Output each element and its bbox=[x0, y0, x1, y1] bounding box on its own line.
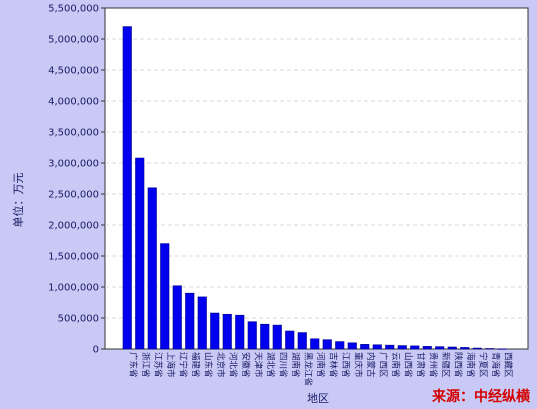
bar bbox=[135, 157, 145, 350]
bar bbox=[235, 314, 245, 350]
bar bbox=[447, 346, 457, 350]
x-tick-label: 贵州省 bbox=[427, 352, 438, 378]
y-tick-label: 5,000,000 bbox=[48, 35, 99, 46]
x-tick-label: 上海市 bbox=[165, 352, 176, 378]
x-axis-tick-labels: 广东省 浙江省 江苏省 上海市 辽宁省 福建省 山东省 北京市 河北省 安徽省 天津市 湖北省 四川省湖… bbox=[127, 352, 513, 387]
bar bbox=[210, 312, 220, 350]
x-tick-label: 云南省 bbox=[390, 352, 401, 378]
grid-lines bbox=[105, 38, 528, 319]
x-tick-label: 江苏省 bbox=[152, 352, 163, 378]
bar bbox=[497, 348, 507, 350]
x-tick-label: 陕西省 bbox=[452, 352, 463, 378]
x-tick-label: 青海省 bbox=[490, 352, 501, 378]
y-tick-label: 3,500,000 bbox=[48, 128, 99, 139]
x-tick-label: 广西区 bbox=[377, 352, 388, 378]
bar bbox=[272, 324, 282, 350]
x-tick-label: 四川省 bbox=[277, 352, 288, 378]
y-axis-label: 单位：万元 bbox=[11, 173, 25, 228]
bar bbox=[222, 313, 232, 350]
x-tick-label: 北京市 bbox=[215, 352, 226, 378]
x-tick-label: 福建省 bbox=[190, 352, 201, 378]
bar bbox=[460, 347, 470, 350]
y-tick-label: 2,000,000 bbox=[48, 221, 99, 232]
bar bbox=[160, 243, 170, 350]
bar bbox=[360, 344, 370, 350]
bar bbox=[485, 348, 495, 350]
bar bbox=[197, 296, 207, 350]
x-tick-label: 内蒙古 bbox=[365, 352, 376, 378]
y-tick-label: 1,500,000 bbox=[48, 252, 99, 263]
y-tick-label: 2,500,000 bbox=[48, 190, 99, 201]
x-tick-label: 海南省 bbox=[465, 352, 476, 378]
x-tick-label: 山东省 bbox=[202, 352, 213, 378]
bar bbox=[185, 292, 195, 350]
y-tick-label: 4,500,000 bbox=[48, 66, 99, 77]
bar bbox=[397, 345, 407, 350]
y-tick-label: 500,000 bbox=[58, 314, 99, 325]
x-axis-label: 地区 bbox=[307, 392, 329, 405]
x-tick-label: 湖南省 bbox=[290, 352, 301, 378]
y-tick-label: 1,000,000 bbox=[48, 283, 99, 294]
bar bbox=[260, 323, 270, 350]
y-tick-label: 5,500,000 bbox=[48, 4, 99, 15]
bar bbox=[297, 332, 307, 350]
bar bbox=[122, 26, 132, 350]
x-tick-label: 西藏区 bbox=[502, 352, 513, 378]
bar bbox=[335, 341, 345, 350]
source-label: 来源：中经纵横 bbox=[431, 388, 531, 405]
x-tick-label: 辽宁省 bbox=[177, 352, 188, 378]
x-tick-label: 山西省 bbox=[402, 352, 413, 378]
x-tick-label: 甘肃省 bbox=[415, 352, 426, 378]
bar bbox=[322, 339, 332, 350]
y-tick-label: 0 bbox=[93, 345, 99, 356]
y-tick-label: 4,000,000 bbox=[48, 97, 99, 108]
x-tick-label: 河北省 bbox=[227, 352, 238, 378]
bar bbox=[347, 342, 357, 350]
y-tick-label: 3,000,000 bbox=[48, 159, 99, 170]
bar bbox=[435, 346, 445, 350]
x-tick-label: 黑龙江省 bbox=[302, 352, 313, 387]
x-tick-label: 安徽省 bbox=[240, 352, 251, 378]
bar bbox=[410, 345, 420, 350]
bar bbox=[310, 338, 320, 350]
bar bbox=[372, 344, 382, 350]
x-tick-label: 江西省 bbox=[340, 352, 351, 378]
bar bbox=[172, 285, 182, 350]
bar bbox=[147, 187, 157, 350]
x-tick-label: 湖北省 bbox=[265, 352, 276, 378]
y-axis-ticks: 0 500,000 1,000,000 1,500,000 2,000,000 2,500… bbox=[48, 4, 105, 356]
x-tick-label: 重庆市 bbox=[352, 352, 363, 378]
bar bbox=[385, 344, 395, 350]
x-tick-label: 广东省 bbox=[127, 352, 138, 378]
bar bbox=[285, 330, 295, 350]
x-tick-label: 宁夏区 bbox=[477, 352, 488, 378]
bar bbox=[472, 347, 482, 350]
bars bbox=[122, 26, 507, 350]
x-tick-label: 天津市 bbox=[252, 352, 263, 378]
x-tick-label: 新疆区 bbox=[440, 352, 451, 378]
x-tick-label: 吉林省 bbox=[327, 352, 338, 378]
bar bbox=[422, 346, 432, 350]
x-tick-label: 河南省 bbox=[315, 352, 326, 378]
bar bbox=[247, 321, 257, 350]
x-tick-label: 浙江省 bbox=[140, 352, 151, 378]
